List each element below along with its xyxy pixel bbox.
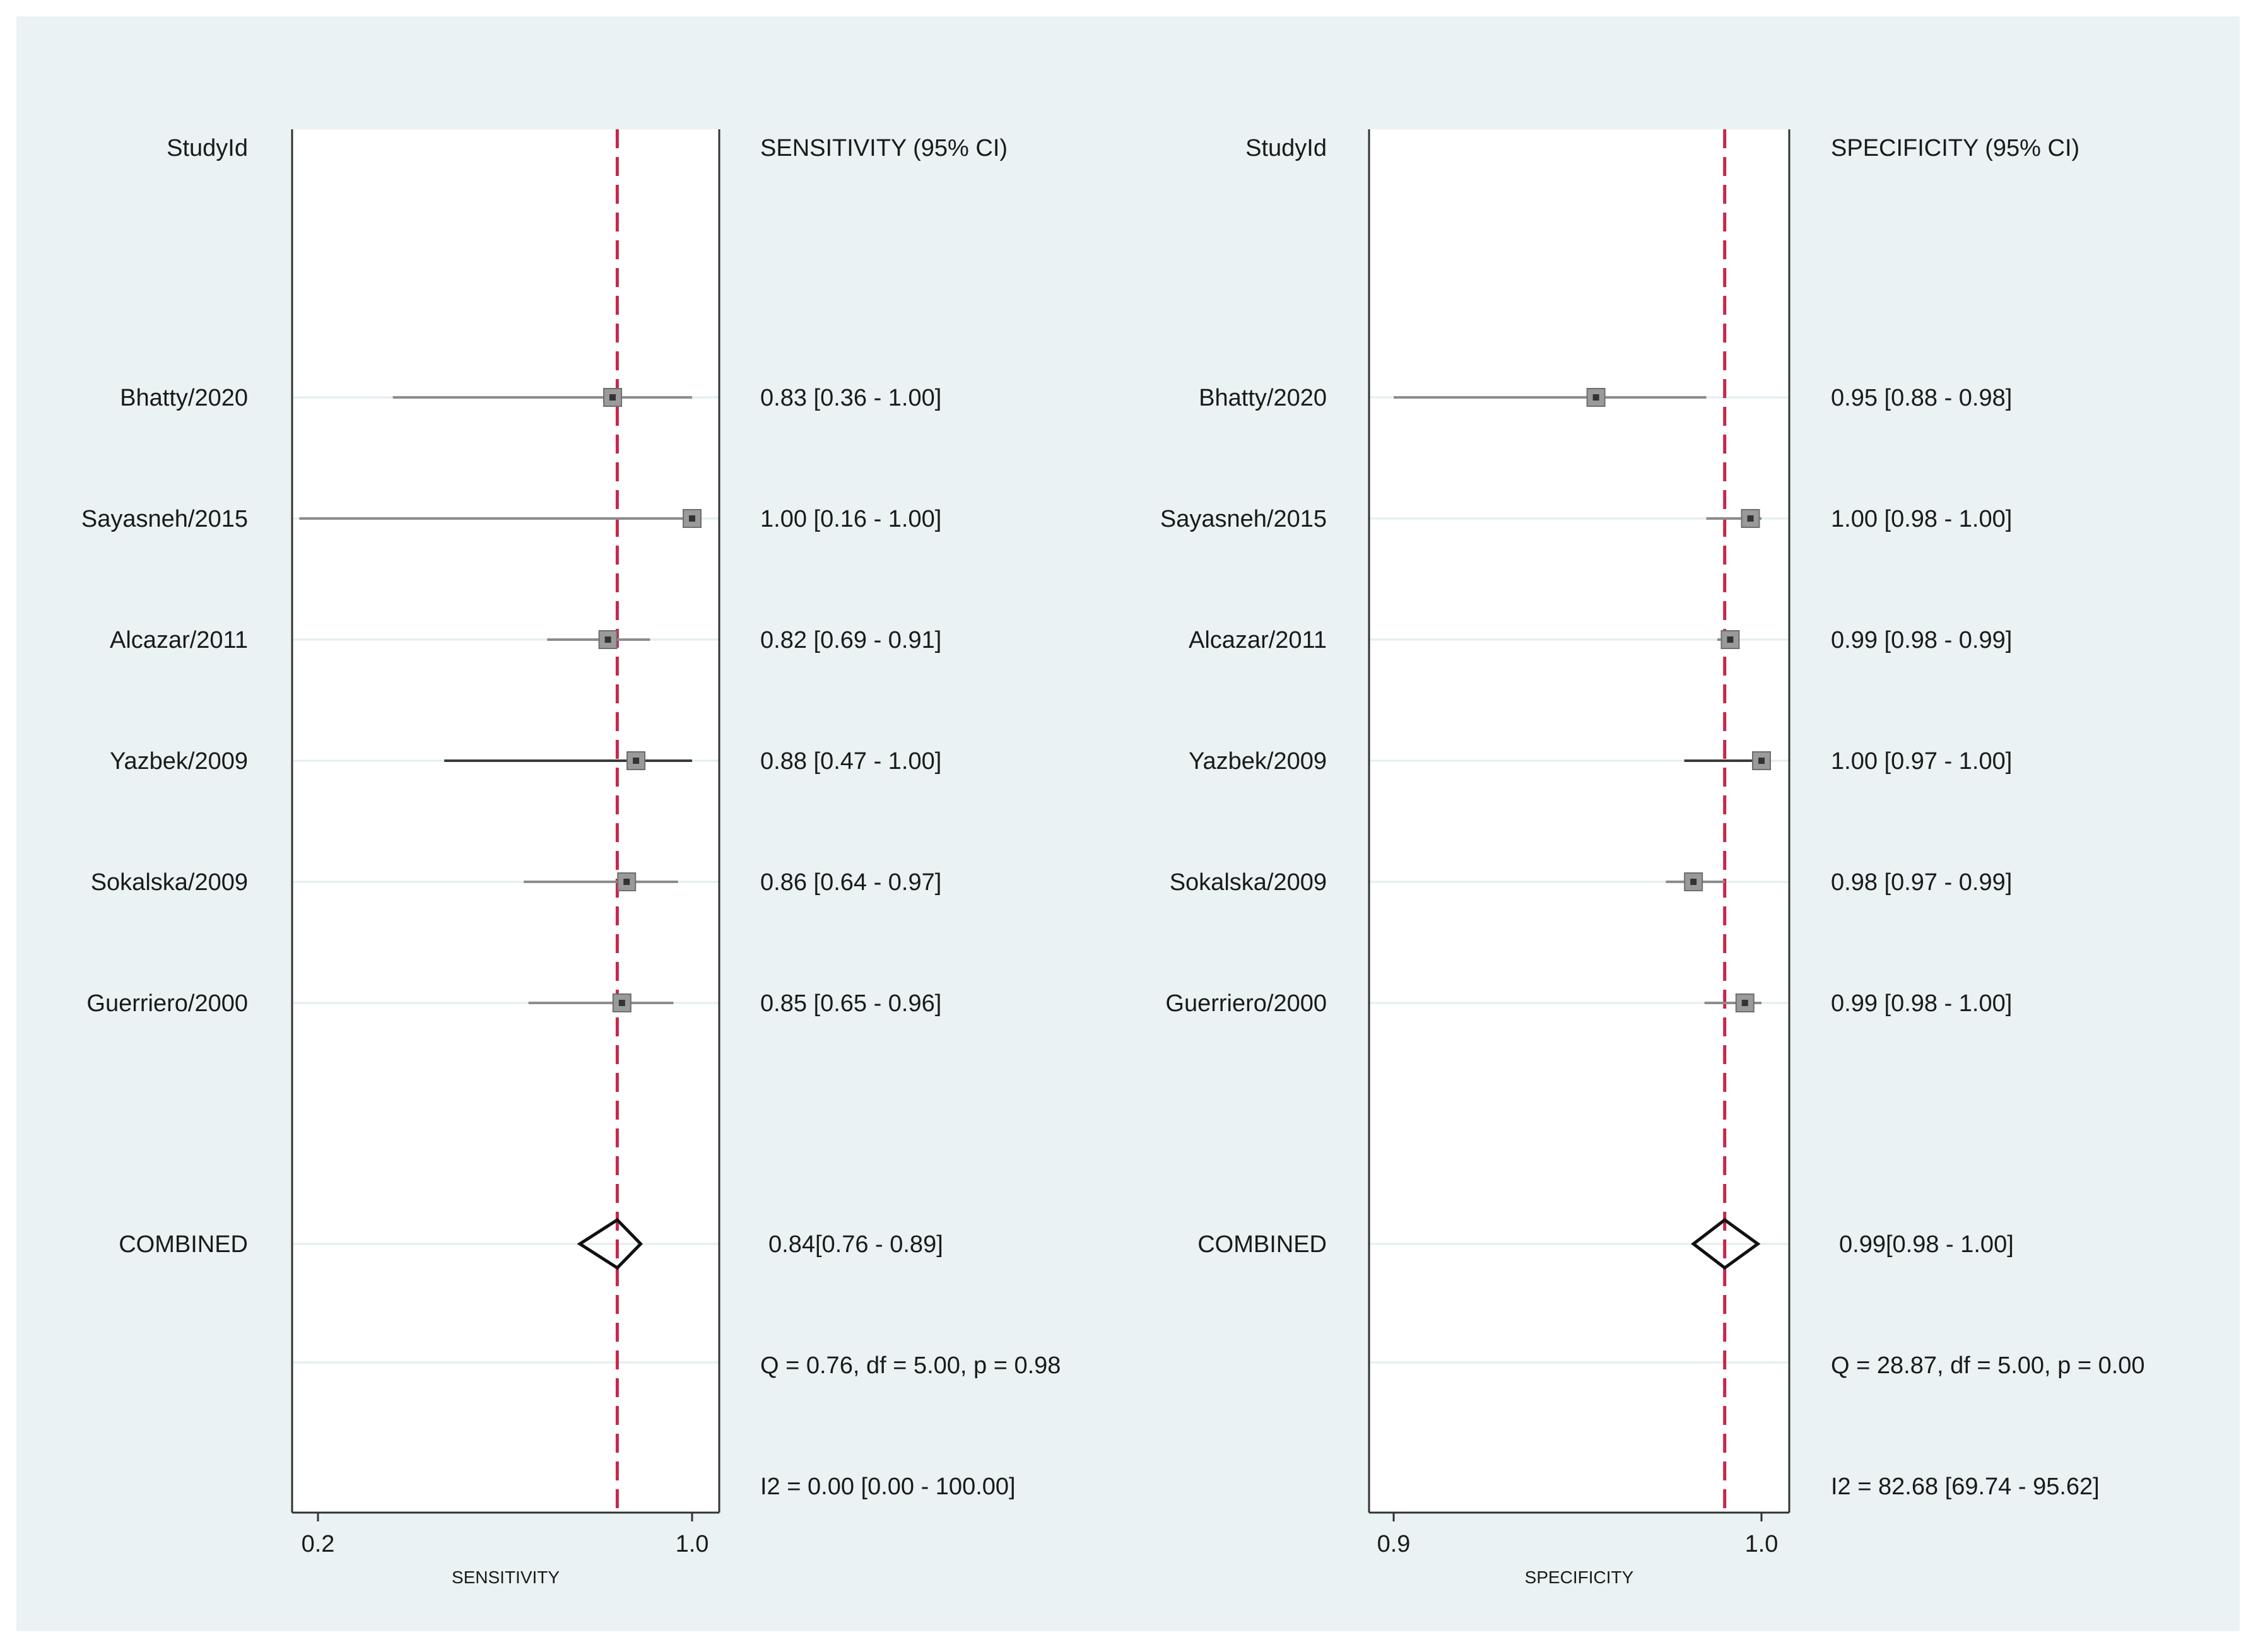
study-name-1-3: Yazbek/2009 <box>1189 748 1327 775</box>
study-name-0-4: Sokalska/2009 <box>91 869 248 896</box>
study-name-0-5: Guerriero/2000 <box>86 990 248 1017</box>
point-estimate-dot-1-1 <box>1747 515 1754 522</box>
point-estimate-marker-1-2 <box>1720 630 1740 649</box>
study-estimate-label-1-3: 1.00 [0.97 - 1.00] <box>1831 748 2012 775</box>
combined-estimate-label-1: 0.99[0.98 - 1.00] <box>1839 1231 2014 1258</box>
study-estimate-label-0-2: 0.82 [0.69 - 0.91] <box>760 627 941 653</box>
point-estimate-dot-0-5 <box>618 1000 625 1006</box>
heterogeneity-i2-0: I2 = 0.00 [0.00 - 100.00] <box>760 1473 1016 1500</box>
point-estimate-dot-0-1 <box>689 515 695 522</box>
plot-area-0 <box>292 129 719 1513</box>
column-header-estimate-1: SPECIFICITY (95% CI) <box>1831 135 2079 161</box>
study-name-0-1: Sayasneh/2015 <box>81 506 248 532</box>
study-name-0-3: Yazbek/2009 <box>110 748 248 775</box>
x-tick-label-0-0: 0.2 <box>302 1531 335 1557</box>
combined-estimate-label-0: 0.84[0.76 - 0.89] <box>768 1231 943 1258</box>
combined-name-1: COMBINED <box>1197 1231 1327 1258</box>
point-estimate-dot-1-2 <box>1727 636 1734 643</box>
study-estimate-label-0-4: 0.86 [0.64 - 0.97] <box>760 869 941 896</box>
point-estimate-dot-0-3 <box>633 758 640 764</box>
x-axis-title-1: SPECIFICITY <box>1525 1567 1634 1587</box>
study-name-1-0: Bhatty/2020 <box>1199 385 1327 411</box>
column-header-studyid-1: StudyId <box>1245 135 1327 161</box>
heterogeneity-q-0: Q = 0.76, df = 5.00, p = 0.98 <box>760 1352 1061 1379</box>
study-estimate-label-1-2: 0.99 [0.98 - 0.99] <box>1831 627 2012 653</box>
plot-area-1 <box>1369 129 1789 1513</box>
study-name-0-2: Alcazar/2011 <box>110 627 248 653</box>
point-estimate-marker-0-2 <box>598 630 618 649</box>
x-tick-label-1-0: 0.9 <box>1377 1531 1411 1557</box>
study-name-0-0: Bhatty/2020 <box>120 385 248 411</box>
study-estimate-label-1-4: 0.98 [0.97 - 0.99] <box>1831 869 2012 896</box>
column-header-estimate-0: SENSITIVITY (95% CI) <box>760 135 1008 161</box>
study-estimate-label-0-5: 0.85 [0.65 - 0.96] <box>760 990 941 1017</box>
study-name-1-4: Sokalska/2009 <box>1170 869 1327 896</box>
study-estimate-label-0-3: 0.88 [0.47 - 1.00] <box>760 748 941 775</box>
combined-name-0: COMBINED <box>119 1231 248 1258</box>
study-estimate-label-1-1: 1.00 [0.98 - 1.00] <box>1831 506 2012 532</box>
point-estimate-dot-1-0 <box>1592 394 1599 401</box>
column-header-studyid-0: StudyId <box>167 135 248 161</box>
point-estimate-dot-0-4 <box>623 879 630 885</box>
combined-diamond-1 <box>1691 1217 1761 1270</box>
study-name-1-5: Guerriero/2000 <box>1165 990 1327 1017</box>
study-name-1-2: Alcazar/2011 <box>1189 627 1327 653</box>
study-estimate-label-0-0: 0.83 [0.36 - 1.00] <box>760 385 941 411</box>
point-estimate-marker-0-0 <box>603 388 622 407</box>
x-tick-label-0-1: 1.0 <box>676 1531 709 1557</box>
study-estimate-label-1-5: 0.99 [0.98 - 1.00] <box>1831 990 2012 1017</box>
point-estimate-dot-0-0 <box>609 394 616 401</box>
combined-diamond-0 <box>577 1217 643 1270</box>
x-axis-title-0: SENSITIVITY <box>452 1567 560 1587</box>
point-estimate-dot-1-4 <box>1690 879 1697 885</box>
study-estimate-label-1-0: 0.95 [0.88 - 0.98] <box>1831 385 2012 411</box>
point-estimate-dot-1-5 <box>1741 1000 1748 1006</box>
point-estimate-marker-0-4 <box>617 872 637 891</box>
point-estimate-dot-1-3 <box>1758 758 1765 764</box>
point-estimate-marker-0-1 <box>683 509 702 528</box>
study-name-1-1: Sayasneh/2015 <box>1160 506 1327 532</box>
study-estimate-label-0-1: 1.00 [0.16 - 1.00] <box>760 506 941 532</box>
point-estimate-dot-0-2 <box>604 636 611 643</box>
x-tick-label-1-1: 1.0 <box>1745 1531 1779 1557</box>
heterogeneity-i2-1: I2 = 82.68 [69.74 - 95.62] <box>1831 1473 2100 1500</box>
heterogeneity-q-1: Q = 28.87, df = 5.00, p = 0.00 <box>1831 1352 2145 1379</box>
